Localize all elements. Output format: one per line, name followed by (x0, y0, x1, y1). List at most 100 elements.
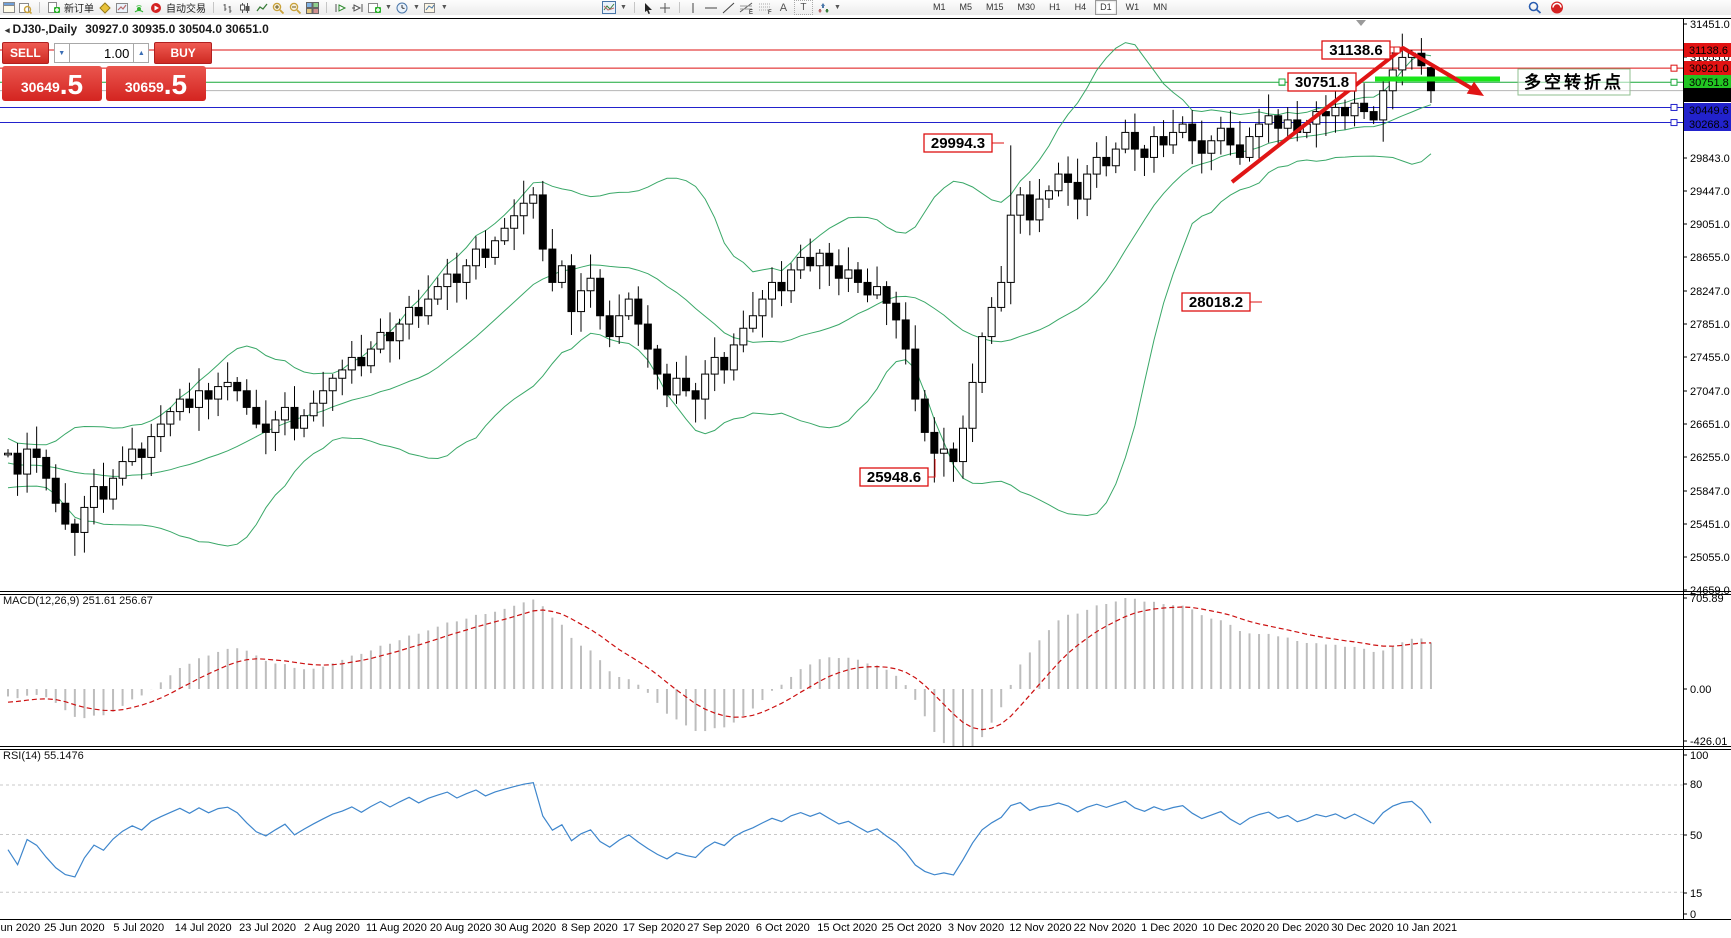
toolbar-separator (213, 2, 214, 13)
date-label: 15 Oct 2020 (817, 922, 877, 934)
timeframe-h4-button[interactable]: H4 (1074, 2, 1087, 12)
trendline-tool-icon[interactable] (722, 1, 735, 14)
add-indicator-caret[interactable]: ▼ (385, 4, 392, 11)
price-annotation-25948.6[interactable]: 25948.6 (859, 459, 936, 487)
candle-down (634, 298, 643, 325)
svg-text:多空转折点: 多空转折点 (1524, 72, 1624, 92)
volume-increase-button[interactable]: ▲ (133, 43, 150, 63)
hline-30268.3[interactable] (0, 119, 1683, 127)
cursor-icon[interactable] (642, 1, 655, 14)
timeframe-mn-button[interactable]: MN (1153, 2, 1168, 12)
line-chart-icon[interactable] (255, 1, 268, 14)
candle-up (491, 240, 500, 258)
date-label: 27 Sep 2020 (687, 922, 749, 934)
svg-text:30921.0: 30921.0 (1689, 63, 1729, 75)
svg-text:30449.6: 30449.6 (1689, 105, 1729, 117)
candle-up (1111, 148, 1120, 167)
signal-icon[interactable] (132, 1, 145, 14)
arrows-caret[interactable]: ▼ (833, 4, 841, 11)
chart-window-icon[interactable] (2, 1, 15, 14)
candle-up (844, 269, 853, 279)
tile-windows-icon[interactable] (306, 1, 319, 14)
styles-bucket-icon[interactable] (98, 1, 111, 14)
candle-up (748, 315, 757, 329)
candle-up (1398, 56, 1407, 71)
label-tool-icon[interactable]: T (793, 0, 813, 15)
timeframe-h1-button[interactable]: H1 (1049, 2, 1061, 12)
periods-caret[interactable]: ▼ (412, 4, 420, 11)
templates-icon[interactable] (423, 1, 437, 14)
rsi-tick-label: 100 (1690, 750, 1708, 762)
bid-price-box[interactable]: 30649 .5 (2, 66, 102, 101)
ohlc-values: 30927.0 30935.0 30504.0 30651.0 (85, 22, 269, 36)
timeframe-m1-button[interactable]: M1 (933, 2, 946, 12)
rsi-line (7, 782, 1432, 878)
auto-scroll-icon[interactable] (334, 1, 347, 14)
grid-tool-icon[interactable]: F (758, 1, 773, 14)
price-annotation-31138.6[interactable]: 31138.6 (1321, 40, 1401, 60)
crosshair-icon[interactable] (659, 1, 672, 14)
volume-input[interactable]: 1.00 (69, 43, 134, 63)
cn-note[interactable]: 多空转折点 (1517, 68, 1631, 96)
buy-button[interactable]: BUY (154, 42, 212, 64)
price-annotation-28018.2[interactable]: 28018.2 (1181, 292, 1262, 312)
candle-down (930, 431, 939, 454)
rsi-tick-label: 80 (1690, 779, 1702, 791)
timeframe-w1-button[interactable]: W1 (1125, 2, 1140, 12)
candle-down (1235, 144, 1244, 158)
candle-up (873, 286, 882, 296)
templates-caret[interactable]: ▼ (440, 4, 448, 11)
hline-30449.6[interactable] (0, 103, 1683, 111)
ask-price-box[interactable]: 30659 .5 (106, 66, 206, 101)
arrows-tool-icon[interactable] (817, 1, 830, 14)
candle-down (911, 348, 920, 400)
price-annotation-30751.8[interactable]: 30751.8 (1278, 72, 1357, 92)
indicator-window-icon[interactable] (602, 1, 616, 14)
candle-down (920, 398, 929, 433)
candle-down (653, 348, 662, 375)
price-annotation-29994.3[interactable]: 29994.3 (923, 133, 1004, 153)
sell-button[interactable]: SELL (2, 42, 49, 64)
candle-up (424, 298, 433, 317)
timeframe-d1-button[interactable]: D1 (1095, 0, 1117, 15)
symbol-period-label: DJ30-,Daily (12, 22, 78, 36)
scroll-marker-icon[interactable] (1356, 20, 1366, 26)
macd-tick-label: 0.00 (1690, 684, 1711, 696)
horizontal-line-tool-icon[interactable] (704, 1, 718, 14)
price-tick-label: 27851.0 (1690, 319, 1730, 331)
auto-trading-label[interactable]: 自动交易 (166, 4, 206, 15)
candle-down (901, 319, 910, 350)
bid-main: 30649 (20, 79, 60, 95)
vertical-line-tool-icon[interactable] (687, 1, 700, 14)
market-watch-icon[interactable] (115, 1, 128, 14)
search-icon[interactable] (1528, 1, 1542, 14)
fibonacci-tool-icon[interactable]: E (739, 1, 754, 14)
candlestick-chart-icon[interactable] (238, 1, 251, 14)
auto-trading-icon[interactable] (149, 1, 162, 14)
volume-decrease-button[interactable]: ▼ (53, 43, 70, 63)
text-tool-icon[interactable]: A (779, 1, 788, 14)
date-label: 5 Jul 2020 (113, 922, 164, 934)
timeframe-m15-button[interactable]: M15 (986, 2, 1004, 12)
trend-arrow[interactable] (1230, 46, 1484, 184)
toolbar-drawing-group: ▼ E F A T ▼ (602, 0, 841, 15)
candle-up (166, 411, 175, 425)
periods-clock-icon[interactable] (396, 1, 409, 14)
price-tick-label: 31451.0 (1690, 19, 1730, 31)
candle-up (223, 381, 232, 388)
bar-chart-icon[interactable] (221, 1, 234, 14)
date-label: 11 Aug 2020 (366, 922, 427, 934)
notifications-icon[interactable] (1550, 1, 1564, 14)
chart-shift-icon[interactable] (351, 1, 364, 14)
timeframe-m5-button[interactable]: M5 (959, 2, 973, 12)
zoom-out-icon[interactable] (289, 1, 302, 14)
indicator-window-caret[interactable]: ▼ (620, 4, 627, 11)
zoom-in-icon[interactable] (272, 1, 285, 14)
profile-preview-icon[interactable] (19, 1, 32, 14)
new-order-label[interactable]: 新订单 (64, 4, 94, 15)
timeframe-m30-button[interactable]: M30 (1017, 2, 1036, 12)
add-indicator-icon[interactable] (368, 1, 381, 14)
candle-up (1331, 106, 1340, 117)
new-order-icon[interactable] (47, 1, 60, 14)
candle-up (1092, 156, 1101, 175)
